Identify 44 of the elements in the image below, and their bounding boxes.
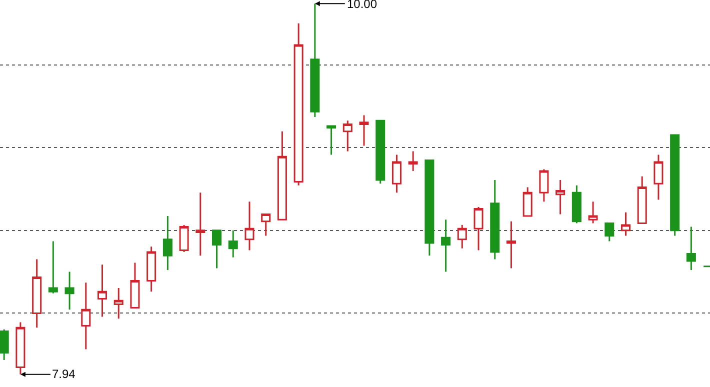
candlestick (16, 321, 26, 376)
candlestick (326, 125, 336, 156)
candlestick (342, 120, 352, 152)
candlestick (261, 213, 271, 237)
candlestick (114, 287, 124, 320)
candlestick (654, 154, 664, 201)
candlestick (392, 154, 402, 194)
candlestick (408, 150, 418, 172)
candlestick (310, 2, 320, 118)
candlestick (572, 184, 582, 224)
candlestick (604, 222, 614, 242)
candlestick (277, 130, 287, 220)
candlestick (506, 220, 516, 269)
candlestick (556, 179, 566, 215)
candlestick (686, 226, 696, 271)
candlestick (637, 176, 647, 224)
candlestick (32, 258, 42, 328)
candlestick (162, 215, 172, 271)
candlestick (244, 200, 254, 251)
candlestick (64, 271, 74, 310)
candlestick (670, 134, 680, 237)
candlestick (130, 262, 140, 309)
candlestick (539, 168, 549, 202)
candlestick (97, 264, 107, 318)
candlestick (376, 120, 386, 184)
candlestick (474, 206, 484, 251)
candlestick (441, 218, 451, 273)
candlestick (294, 22, 304, 186)
candlestick (212, 230, 222, 269)
candlestick (490, 179, 500, 260)
candlestick (424, 159, 434, 256)
candlestick (81, 282, 91, 350)
candlestick (588, 200, 598, 224)
candlestick (228, 230, 238, 258)
candlestick (457, 224, 467, 250)
annotation: 7.94 (52, 367, 76, 381)
candlestick (522, 186, 532, 217)
candlestick (620, 212, 631, 237)
candlestick (48, 240, 58, 294)
candlestick (179, 224, 189, 253)
candlestick (359, 114, 369, 147)
candlestick (146, 246, 156, 292)
candlestick (196, 192, 206, 256)
candlestick (0, 328, 9, 361)
